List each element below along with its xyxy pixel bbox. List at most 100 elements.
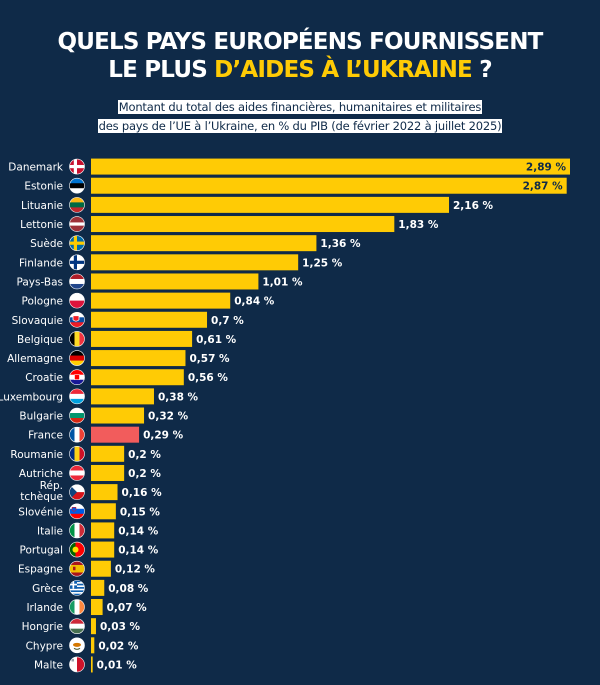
bar (91, 426, 140, 443)
value-label: 0,61 % (196, 334, 237, 346)
flag-ring (69, 254, 85, 271)
title-line-2-prefix: LE PLUS (108, 57, 215, 83)
flag-ring (69, 656, 85, 673)
value-label: 0,16 % (122, 487, 163, 499)
flag-estonia-icon (69, 178, 85, 194)
bar (91, 311, 208, 328)
flag-netherlands-icon (69, 273, 85, 289)
category-label: France (28, 430, 63, 442)
category-label: Roumanie (10, 449, 63, 461)
bar (91, 292, 231, 309)
flag-latvia-icon (69, 216, 85, 232)
flag-bulgaria-icon (69, 408, 85, 424)
title-highlight: D’AIDES À L’UKRAINE (214, 57, 473, 83)
flag-luxembourg-icon (69, 388, 85, 404)
bar (91, 503, 116, 520)
bar-chart: Danemark 2,89 % Estonie 2,87 % Lituanie 2,16 … (0, 158, 570, 673)
value-label: 0,01 % (97, 659, 138, 671)
value-label: 0,2 % (128, 468, 161, 480)
category-label: Finlande (19, 257, 63, 269)
value-label: 2,16 % (453, 200, 494, 212)
flag-ring (69, 599, 85, 615)
bar (91, 656, 93, 673)
title-line-2: LE PLUS D’AIDES À L’UKRAINE ? (0, 56, 600, 84)
value-label: 0,2 % (128, 449, 161, 461)
flag-malta-icon (69, 656, 85, 672)
title-line-1: QUELS PAYS EUROPÉENS FOURNISSENT (57, 29, 543, 55)
flag-ring (69, 331, 85, 347)
chart-title: QUELS PAYS EUROPÉENS FOURNISSENT LE PLUS… (0, 28, 600, 84)
category-label: Danemark (8, 162, 64, 174)
bar (91, 599, 103, 616)
category-label: Luxembourg (0, 391, 63, 403)
category-label: Suède (30, 238, 63, 250)
flag-ring (69, 541, 85, 558)
bar (91, 618, 96, 635)
flag-ring (69, 618, 85, 634)
category-label: Allemagne (7, 353, 63, 365)
flag-ring (69, 503, 85, 520)
value-label: 2,87 % (523, 181, 564, 193)
flag-ring (69, 407, 85, 424)
flag-ring (69, 522, 85, 539)
value-label: 0,03 % (100, 621, 141, 633)
category-label: Italie (37, 525, 63, 537)
category-label: Chypre (26, 640, 63, 652)
flag-lithuania-icon (69, 197, 85, 213)
flag-ring (69, 560, 85, 577)
flag-ring (69, 273, 85, 290)
value-label: 0,07 % (107, 602, 148, 614)
flag-ring (69, 235, 85, 251)
bar (91, 560, 111, 577)
flag-ring (69, 484, 85, 500)
category-label: Bulgarie (19, 411, 63, 423)
bar (91, 216, 395, 233)
category-label: Irlande (26, 602, 63, 614)
value-label: 0,08 % (108, 583, 149, 595)
value-label: 0,14 % (118, 525, 159, 537)
flag-slovenia-icon (69, 503, 85, 519)
category-label: Croatie (25, 372, 63, 384)
category-label: Grèce (32, 583, 63, 595)
bar (91, 254, 299, 271)
category-label: Rép. tchèque (20, 480, 63, 503)
bar (91, 522, 115, 539)
value-label: 1,01 % (262, 276, 303, 288)
flag-sweden-icon (69, 235, 85, 251)
bar (91, 445, 125, 462)
flag-slovakia-icon (69, 312, 85, 328)
flag-italy-icon (69, 522, 85, 538)
bar (91, 464, 125, 481)
bar (91, 407, 145, 424)
category-label: Portugal (20, 545, 64, 557)
bar (91, 196, 450, 213)
flag-ring (69, 197, 85, 213)
flag-romania-icon (69, 446, 85, 462)
value-label: 0,57 % (189, 353, 230, 365)
flag-hungary-icon (69, 618, 85, 634)
subtitle-line-2: des pays de l’UE à l’Ukraine, en % du PI… (97, 119, 503, 133)
category-label: Hongrie (22, 621, 63, 633)
category-label: Lettonie (20, 219, 63, 231)
value-label: 2,89 % (526, 162, 567, 174)
value-label: 0,7 % (211, 315, 244, 327)
category-label: Belgique (17, 334, 63, 346)
bar (91, 235, 317, 252)
flag-ring (69, 426, 85, 443)
category-label: Lituanie (21, 200, 63, 212)
flag-spain-icon (69, 561, 85, 577)
flag-ring (69, 158, 85, 175)
flag-ring (69, 465, 85, 481)
bar (91, 177, 567, 194)
flag-ring (69, 369, 85, 386)
flag-ring (69, 177, 85, 194)
value-label: 0,38 % (158, 391, 199, 403)
flag-poland-icon (69, 293, 85, 309)
flag-finland-icon (69, 254, 85, 270)
flag-germany-icon (69, 350, 85, 366)
flag-greece-icon (69, 580, 85, 596)
category-label: Pologne (21, 296, 63, 308)
flag-ireland-icon (69, 599, 85, 615)
bar (91, 273, 259, 290)
subtitle-line-1: Montant du total des aides financières, … (117, 100, 483, 114)
